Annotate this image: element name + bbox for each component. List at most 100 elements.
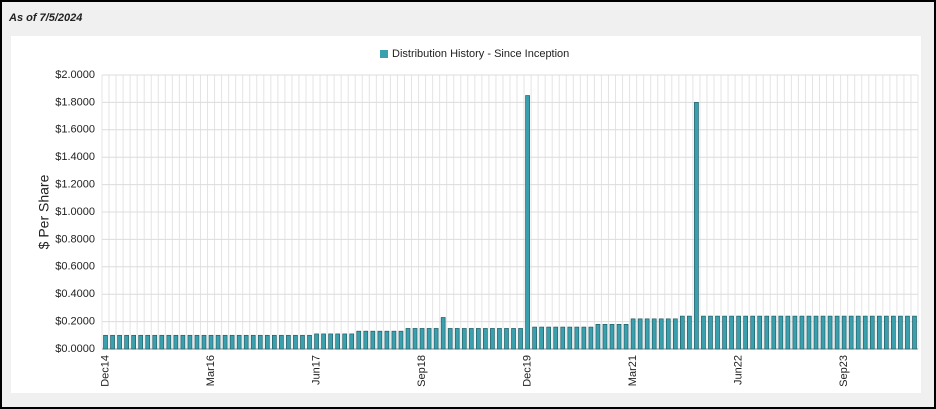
bar [243,334,249,350]
bar [651,318,657,350]
x-tick-label: Sep23 [838,355,850,387]
bar [799,315,805,350]
bar [581,326,587,350]
bar [792,315,798,350]
y-tick-label: $1.0000 [55,206,95,218]
bar [841,315,847,350]
bar [778,315,784,350]
bar [208,334,214,350]
bar [672,318,678,350]
y-axis-label: $ Per Share [36,174,52,249]
bar [701,315,706,350]
x-tick-label: Dec19 [521,355,533,387]
bar [785,315,791,350]
bar [335,333,341,350]
bar [201,334,207,350]
bar [898,315,903,350]
bar [665,318,671,350]
bar [708,315,713,350]
bar [307,334,312,350]
y-tick-label: $1.6000 [55,124,95,136]
y-tick-label: $0.0000 [55,343,95,355]
bar [679,315,685,350]
bar [560,326,566,350]
bar [504,328,509,350]
bar [419,328,425,350]
bar [321,333,326,350]
bar [117,334,122,350]
bar [912,315,917,350]
bar [715,315,720,350]
bar [876,315,882,350]
bar [764,315,770,350]
bar [370,330,376,350]
y-tick-label: $1.2000 [55,179,95,191]
bar [602,323,608,350]
bar [215,334,221,350]
bar [454,328,460,350]
bar [363,330,369,350]
bar [743,315,749,350]
bar [461,328,467,350]
bar [257,334,263,350]
bar [883,315,889,350]
bar [497,328,502,350]
bar [722,315,727,350]
bar [532,326,537,350]
bar [110,334,115,350]
bar [891,315,896,350]
bar [293,334,298,350]
bar [384,330,390,350]
bar [855,315,861,350]
bar [300,334,305,350]
x-tick-label: Jun17 [310,355,322,385]
bar [827,315,833,350]
bar [187,334,193,350]
x-tick-label: Jun22 [733,355,745,385]
bar [279,334,284,350]
bar [637,318,643,350]
bar [574,326,580,350]
bar [103,334,108,350]
bar [349,333,355,350]
legend-swatch [380,50,388,58]
bar [644,318,650,350]
bar [546,326,552,350]
bar [124,334,129,350]
bar [483,328,488,350]
y-tick-label: $0.4000 [55,288,95,300]
bar [595,323,601,350]
bar [567,326,573,350]
bar [553,326,559,350]
y-tick-label: $1.4000 [55,151,95,163]
bar [166,334,172,350]
y-tick-label: $0.6000 [55,261,95,273]
x-tick-label: Mar16 [205,355,217,386]
bar [694,102,699,350]
y-tick-label: $2.0000 [55,69,95,81]
x-tick-label: Sep18 [416,355,428,387]
bar [511,328,516,350]
bar [771,315,777,350]
bar [145,334,151,350]
bar [222,334,228,350]
bar [687,315,692,350]
as-of: As of 7/5/2024 [8,12,82,24]
bar [658,318,664,350]
bar [609,323,615,350]
bar [757,315,763,350]
bar [862,315,868,350]
bar [490,328,495,350]
bar [440,317,446,350]
bar [447,328,453,350]
bar [398,330,404,350]
x-tick-label: Dec14 [99,355,111,387]
bar [356,330,362,350]
bar [806,315,812,350]
bar [820,315,826,350]
bar [286,334,291,350]
bar [194,334,200,350]
bar [539,326,545,350]
